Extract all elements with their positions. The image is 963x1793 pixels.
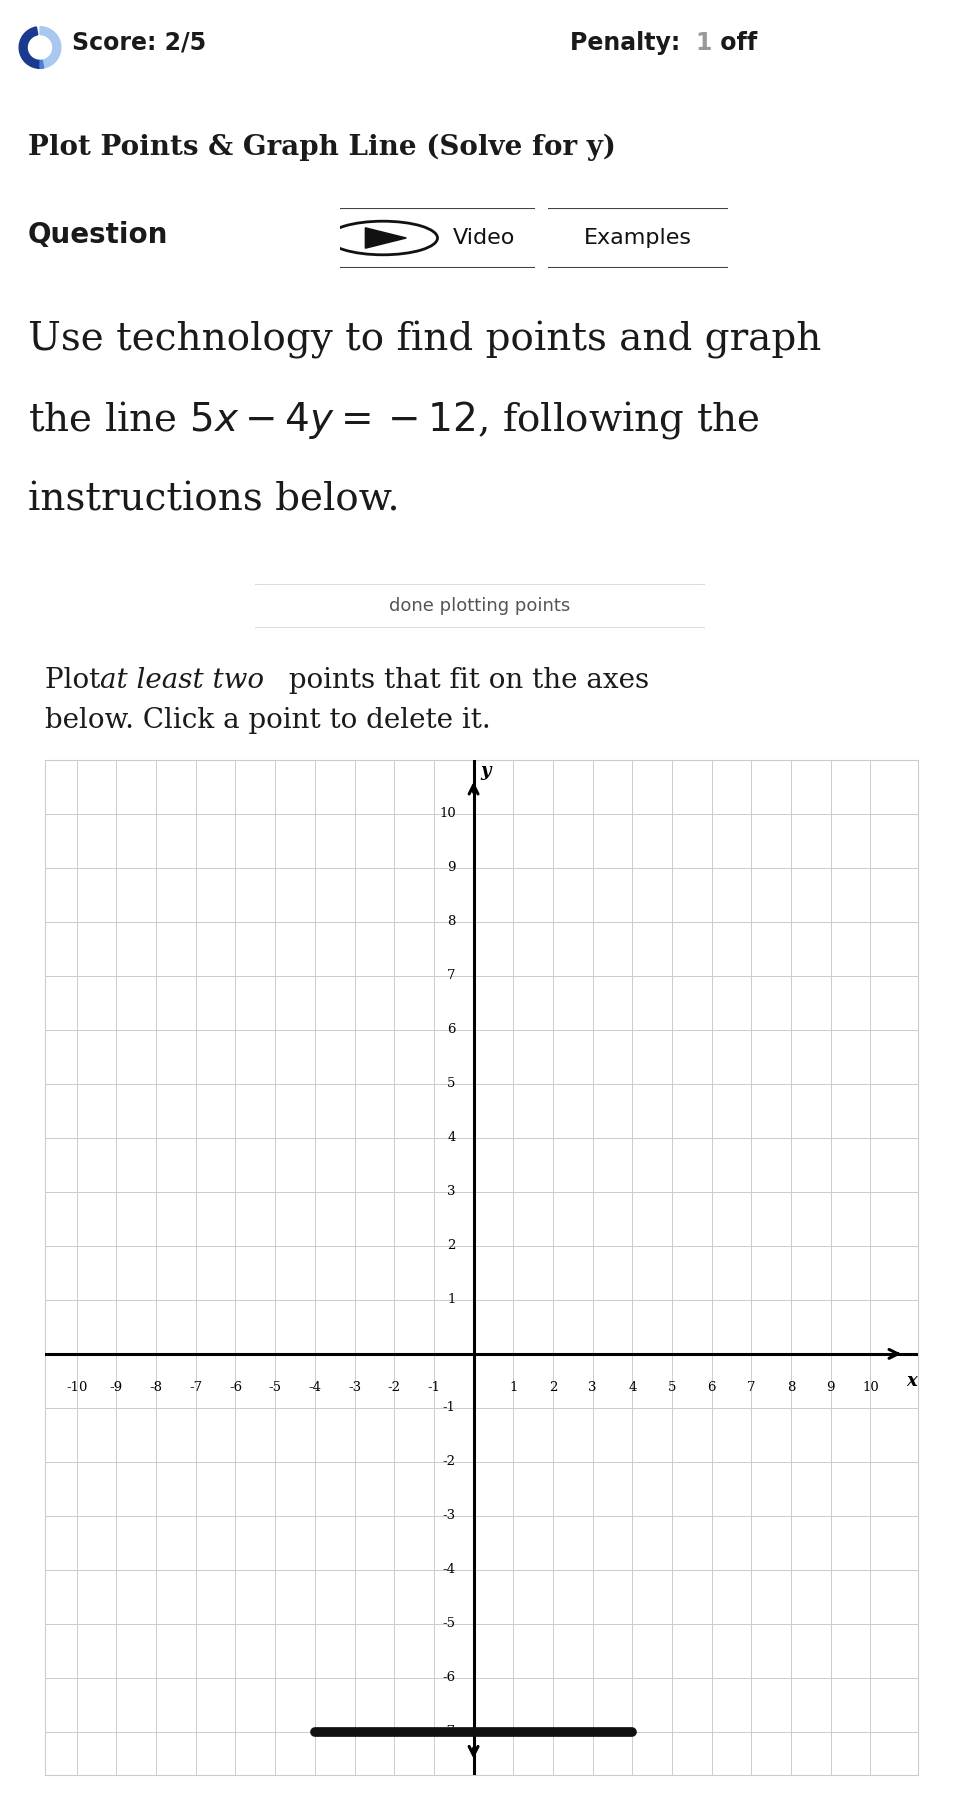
Text: done plotting points: done plotting points [389,597,571,615]
Text: -2: -2 [388,1381,401,1393]
Text: 1: 1 [695,30,712,56]
Text: 4: 4 [628,1381,637,1393]
Text: 5: 5 [667,1381,676,1393]
Text: -7: -7 [189,1381,202,1393]
Text: the line $5x - 4y = -12$, following the: the line $5x - 4y = -12$, following the [28,400,760,441]
Text: -1: -1 [443,1402,455,1415]
Text: Question: Question [28,221,169,249]
Text: -2: -2 [443,1456,455,1468]
Text: 5: 5 [448,1078,455,1090]
Text: 7: 7 [747,1381,756,1393]
Text: 3: 3 [447,1185,455,1198]
Text: Plot Points & Graph Line (Solve for y): Plot Points & Graph Line (Solve for y) [28,133,616,161]
Wedge shape [40,61,43,68]
Text: -3: -3 [443,1510,455,1522]
Text: x: x [907,1372,918,1390]
Text: 1: 1 [509,1381,517,1393]
Text: 1: 1 [448,1293,455,1307]
Text: -7: -7 [443,1725,455,1737]
Text: -3: -3 [348,1381,361,1393]
Text: 7: 7 [447,970,455,983]
Text: 3: 3 [588,1381,597,1393]
Text: Score: 2/5: Score: 2/5 [72,30,206,56]
FancyBboxPatch shape [332,208,543,267]
Text: -8: -8 [149,1381,163,1393]
Text: y: y [481,762,491,780]
Text: 2: 2 [549,1381,558,1393]
Text: off: off [712,30,757,56]
Text: -4: -4 [443,1563,455,1576]
Text: 9: 9 [447,861,455,875]
Text: -10: -10 [66,1381,88,1393]
Text: -5: -5 [443,1617,455,1630]
Text: points that fit on the axes: points that fit on the axes [280,667,649,694]
Text: -4: -4 [308,1381,322,1393]
Text: Examples: Examples [584,228,692,247]
Text: Plot: Plot [45,667,109,694]
Text: -6: -6 [229,1381,242,1393]
Text: 2: 2 [448,1239,455,1252]
Text: Use technology to find points and graph: Use technology to find points and graph [28,321,821,359]
Text: 10: 10 [862,1381,879,1393]
Text: at least two: at least two [100,667,264,694]
Wedge shape [19,27,40,68]
Text: 6: 6 [447,1024,455,1036]
Wedge shape [40,27,61,68]
Text: instructions below.: instructions below. [28,482,400,518]
Text: -5: -5 [269,1381,281,1393]
Text: 10: 10 [439,807,455,821]
Text: below. Click a point to delete it.: below. Click a point to delete it. [45,706,491,733]
Text: Video: Video [454,228,515,247]
Text: 8: 8 [448,916,455,929]
Text: Penalty:: Penalty: [570,30,689,56]
Text: -9: -9 [110,1381,123,1393]
Text: 6: 6 [708,1381,716,1393]
Text: -6: -6 [443,1671,455,1684]
FancyBboxPatch shape [232,583,727,628]
FancyBboxPatch shape [541,208,735,267]
Text: 9: 9 [826,1381,835,1393]
Polygon shape [365,228,406,247]
Text: 4: 4 [448,1131,455,1144]
Text: -1: -1 [428,1381,440,1393]
Text: 8: 8 [787,1381,795,1393]
